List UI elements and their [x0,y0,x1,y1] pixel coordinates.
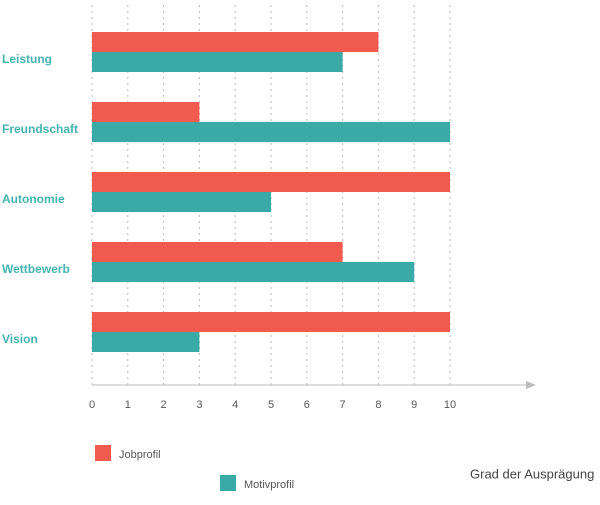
bar [92,122,450,142]
category-label: Autonomie [2,192,65,206]
x-tick-label: 7 [340,399,346,411]
bar [92,242,343,262]
category-label: Wettbewerb [2,262,70,276]
x-tick-label: 8 [375,399,381,411]
x-tick-label: 10 [444,399,456,411]
x-tick-label: 9 [411,399,417,411]
bar [92,312,450,332]
x-tick-label: 0 [89,399,95,411]
bar [92,32,379,52]
x-tick-label: 3 [196,399,202,411]
x-tick-label: 4 [232,399,238,411]
x-tick-label: 1 [125,399,131,411]
x-axis-label: Grad der Ausprägung [470,466,594,481]
bar [92,192,271,212]
category-label: Vision [2,332,38,346]
bar [92,262,415,282]
bar [92,102,200,122]
bar [92,332,200,352]
category-label: Leistung [2,52,52,66]
legend-label: Motivprofil [244,479,294,491]
x-tick-label: 5 [268,399,274,411]
legend-swatch [220,475,236,491]
category-label: Freundschaft [2,122,78,136]
legend-swatch [95,445,111,461]
legend-label: Jobprofil [119,449,161,461]
x-tick-label: 6 [304,399,310,411]
x-tick-label: 2 [161,399,167,411]
bar [92,52,343,72]
bar [92,172,450,192]
